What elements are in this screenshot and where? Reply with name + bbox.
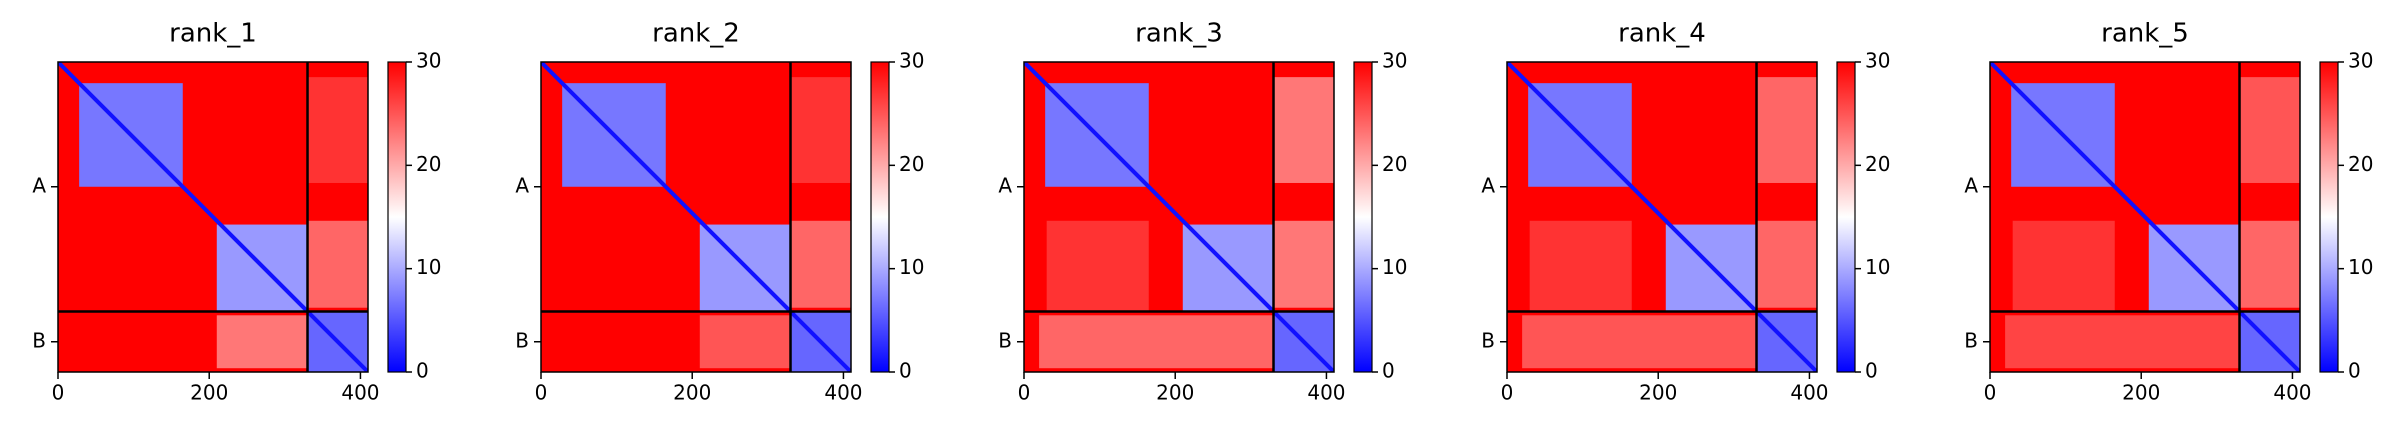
colorbar-tick-label: 0 bbox=[416, 359, 429, 383]
y-tick-label: B bbox=[32, 328, 46, 352]
colorbar-tick-label: 20 bbox=[416, 152, 441, 176]
heat-block bbox=[2239, 220, 2300, 308]
colorbar-tick-label: 30 bbox=[2348, 49, 2373, 73]
colorbar bbox=[1353, 61, 1373, 373]
colorbar-tick-label: 0 bbox=[899, 359, 912, 383]
diagonal bbox=[1024, 62, 1334, 372]
panel-title: rank_4 bbox=[1618, 19, 1706, 49]
x-tick-label: 0 bbox=[1018, 381, 1031, 405]
heat-block bbox=[2012, 220, 2115, 312]
y-tick-label: A bbox=[1964, 173, 1978, 197]
heat-block bbox=[1046, 220, 1149, 312]
y-tick-label: B bbox=[1964, 328, 1978, 352]
plot-frame bbox=[540, 61, 852, 373]
diagonal bbox=[1990, 62, 2300, 372]
plot-frame bbox=[57, 61, 369, 373]
plot-frame bbox=[1506, 61, 1818, 373]
heatmap bbox=[1507, 62, 1817, 372]
colorbar-tick-label: 30 bbox=[416, 49, 441, 73]
heat-block bbox=[790, 220, 851, 308]
colorbar-tick-label: 10 bbox=[1382, 255, 1407, 279]
panel: rank_2 0 200 400 A B 0 10 20 30 bbox=[515, 19, 924, 405]
heat-block bbox=[1273, 220, 1334, 308]
colorbar-tick-label: 0 bbox=[1865, 359, 1878, 383]
heat-block bbox=[307, 77, 368, 183]
colorbar-tick-label: 20 bbox=[1865, 152, 1890, 176]
x-tick-label: 200 bbox=[673, 381, 711, 405]
heat-block bbox=[216, 315, 308, 369]
heat-block bbox=[1522, 315, 1757, 369]
heat-block bbox=[2239, 77, 2300, 183]
x-tick-label: 0 bbox=[1984, 381, 1997, 405]
panel-title: rank_2 bbox=[652, 19, 740, 49]
panel: rank_1 0 200 400 A B 0 10 20 30 bbox=[32, 19, 441, 405]
panel-title: rank_1 bbox=[169, 19, 257, 49]
panel: rank_4 0 200 400 A B 0 10 20 30 bbox=[1481, 19, 1890, 405]
plot-frame bbox=[1023, 61, 1335, 373]
colorbar bbox=[387, 61, 407, 373]
panel-title: rank_5 bbox=[2101, 19, 2189, 49]
colorbar-tick-label: 10 bbox=[2348, 255, 2373, 279]
colorbar-tick-label: 20 bbox=[1382, 152, 1407, 176]
colorbar-tick-label: 0 bbox=[1382, 359, 1395, 383]
x-tick-label: 400 bbox=[341, 381, 379, 405]
heat-block bbox=[699, 315, 791, 369]
x-tick-label: 400 bbox=[1790, 381, 1828, 405]
y-tick-label: B bbox=[515, 328, 529, 352]
panel: rank_5 0 200 400 A B 0 10 20 30 bbox=[1964, 19, 2373, 405]
y-tick-label: B bbox=[998, 328, 1012, 352]
colorbar-tick-label: 30 bbox=[1865, 49, 1890, 73]
panel-title: rank_3 bbox=[1135, 19, 1223, 49]
x-tick-label: 0 bbox=[535, 381, 548, 405]
heat-block bbox=[307, 220, 368, 308]
x-tick-label: 200 bbox=[2122, 381, 2160, 405]
colorbar-tick-label: 20 bbox=[2348, 152, 2373, 176]
x-tick-label: 200 bbox=[1639, 381, 1677, 405]
plot-frame bbox=[1989, 61, 2301, 373]
x-tick-label: 0 bbox=[52, 381, 65, 405]
heatmap bbox=[58, 62, 368, 372]
diagonal bbox=[541, 62, 851, 372]
diagonal bbox=[1507, 62, 1817, 372]
heat-block bbox=[1273, 77, 1334, 183]
colorbar bbox=[870, 61, 890, 373]
colorbar-tick-label: 10 bbox=[899, 255, 924, 279]
colorbar-tick-label: 0 bbox=[2348, 359, 2361, 383]
colorbar-tick-label: 10 bbox=[1865, 255, 1890, 279]
heat-block bbox=[1756, 77, 1817, 183]
colorbar-tick-label: 10 bbox=[416, 255, 441, 279]
heat-block bbox=[1529, 220, 1632, 312]
heat-block bbox=[2005, 315, 2240, 369]
heat-block bbox=[1756, 220, 1817, 308]
x-tick-label: 200 bbox=[1156, 381, 1194, 405]
x-tick-label: 200 bbox=[190, 381, 228, 405]
x-tick-label: 400 bbox=[824, 381, 862, 405]
y-tick-label: A bbox=[32, 173, 46, 197]
heatmap bbox=[541, 62, 851, 372]
y-tick-label: A bbox=[1481, 173, 1495, 197]
colorbar bbox=[2319, 61, 2339, 373]
x-tick-label: 400 bbox=[1307, 381, 1345, 405]
x-tick-label: 400 bbox=[2273, 381, 2311, 405]
heatmap bbox=[1990, 62, 2300, 372]
colorbar-tick-label: 20 bbox=[899, 152, 924, 176]
y-tick-label: A bbox=[515, 173, 529, 197]
colorbar-tick-label: 30 bbox=[1382, 49, 1407, 73]
diagonal bbox=[58, 62, 368, 372]
heat-block bbox=[1039, 315, 1274, 369]
heatmap bbox=[1024, 62, 1334, 372]
y-tick-label: A bbox=[998, 173, 1012, 197]
x-tick-label: 0 bbox=[1501, 381, 1514, 405]
heat-block bbox=[790, 77, 851, 183]
colorbar bbox=[1836, 61, 1856, 373]
y-tick-label: B bbox=[1481, 328, 1495, 352]
panel: rank_3 0 200 400 A B 0 10 20 30 bbox=[998, 19, 1407, 405]
colorbar-tick-label: 30 bbox=[899, 49, 924, 73]
